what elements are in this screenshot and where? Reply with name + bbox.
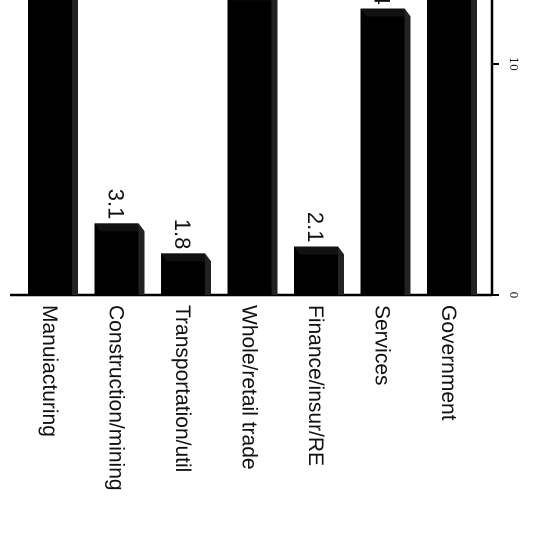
value-label: 1.8: [170, 219, 195, 250]
bar-side: [404, 8, 411, 296]
value-label: 3.1: [104, 189, 129, 220]
bar: [360, 8, 411, 296]
bar: [227, 0, 278, 295]
bar-front: [227, 0, 272, 295]
category-labels: Manuiacturing Construction/mining Transpor…: [38, 305, 460, 491]
value-label: 2.1: [303, 212, 328, 243]
bar-front: [28, 0, 72, 295]
bar-top: [360, 8, 411, 17]
bar: [161, 253, 211, 295]
bar-side: [72, 0, 78, 295]
category-label: Finance/insur/RE: [304, 305, 327, 466]
category-label: Whole/retail trade: [238, 305, 261, 470]
category-label: Construction/mining: [105, 305, 128, 491]
value-label: 12.4: [370, 0, 395, 5]
y-tick-label: 10: [507, 57, 520, 71]
value-labels: 35.63.11.813.12.112.431.7: [104, 0, 395, 250]
bar: [427, 0, 477, 296]
bar-front: [94, 223, 139, 295]
bar-side: [205, 253, 211, 295]
bar-front: [294, 246, 338, 295]
bar-side: [138, 223, 145, 295]
category-label: Transportation/util: [171, 305, 194, 472]
bar-top: [161, 253, 211, 262]
bar-top: [294, 246, 344, 255]
bar-front: [360, 8, 405, 296]
bar-side: [471, 0, 477, 295]
bars: [28, 0, 477, 296]
category-label: Services: [371, 305, 394, 386]
bar-top: [94, 223, 145, 232]
category-label: Manuiacturing: [38, 305, 61, 437]
bar-front: [427, 0, 471, 296]
bar-side: [271, 0, 278, 295]
bar: [294, 246, 344, 295]
bar-side: [338, 246, 344, 295]
category-label: Government: [437, 305, 460, 421]
bar: [28, 0, 78, 295]
bar: [94, 223, 145, 295]
y-tick-label: 0: [507, 292, 520, 299]
